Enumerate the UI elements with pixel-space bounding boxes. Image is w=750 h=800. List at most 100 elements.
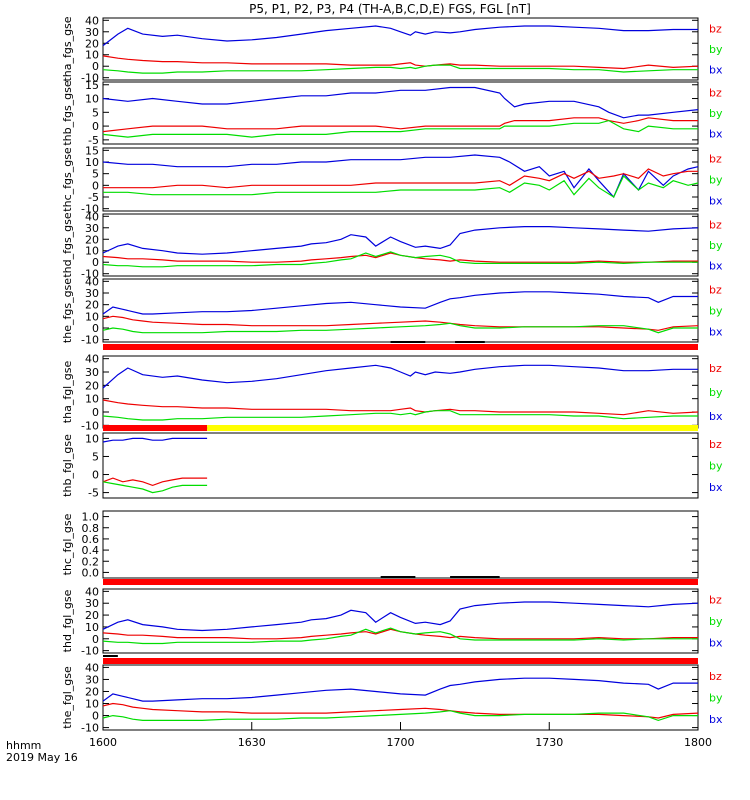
y-tick-label: 0 xyxy=(92,179,99,192)
y-tick-label: 0 xyxy=(92,469,99,482)
y-axis-label: tha_fgs_gse xyxy=(61,16,74,81)
panel-thc-fgl-gse: 0.00.20.40.60.81.0 thc_fgl_gse xyxy=(61,510,699,579)
series-line-bx xyxy=(102,291,698,315)
series-line-bz xyxy=(102,252,698,263)
legend-bz: bz xyxy=(709,670,722,683)
y-tick-label: 30 xyxy=(85,673,99,686)
series-line-by xyxy=(102,119,698,138)
y-tick-label: 0 xyxy=(92,406,99,419)
legend-by: by xyxy=(709,305,723,318)
series-line-bx xyxy=(102,154,699,199)
y-axis-label: thc_fgs_gse xyxy=(61,147,74,212)
y-axis-label: thb_fgs_gse xyxy=(61,80,74,146)
y-tick-label: 20 xyxy=(85,233,99,246)
series-line-bz xyxy=(102,117,698,133)
y-tick-label: 40 xyxy=(85,210,99,223)
status-bar-mark xyxy=(103,655,118,657)
y-tick-label: 15 xyxy=(85,144,99,157)
y-tick-label: 10 xyxy=(85,393,99,406)
y-tick-label: 1.0 xyxy=(82,511,100,524)
x-tick-label: 1800 xyxy=(684,736,712,749)
time-axis-label: hhmm xyxy=(6,739,41,752)
status-bar-segment xyxy=(103,344,698,350)
legend-by: by xyxy=(709,239,723,252)
legend-bz: bz xyxy=(709,218,722,231)
y-axis-label: thd_fgs_gse xyxy=(61,212,74,278)
series-line-by xyxy=(102,251,698,268)
x-tick-label: 1700 xyxy=(387,736,415,749)
y-tick-label: 10 xyxy=(85,156,99,169)
legend-bx: bx xyxy=(709,128,723,141)
y-tick-label: 5 xyxy=(92,168,99,181)
y-axis-label: thc_fgl_gse xyxy=(61,513,74,575)
y-tick-label: -10 xyxy=(81,268,99,281)
y-tick-label: 20 xyxy=(85,299,99,312)
y-tick-label: 0 xyxy=(92,60,99,73)
legend-bx: bx xyxy=(709,260,723,273)
legend-bz: bz xyxy=(709,284,722,297)
legend-bx: bx xyxy=(709,195,723,208)
y-tick-label: -10 xyxy=(81,722,99,735)
y-tick-label: 5 xyxy=(92,450,99,463)
series-line-by xyxy=(102,710,698,722)
y-tick-label: 20 xyxy=(85,609,99,622)
y-tick-label: 20 xyxy=(85,37,99,50)
series-line-by xyxy=(102,410,698,421)
series-line-by xyxy=(102,481,208,494)
series-line-bx xyxy=(102,86,699,119)
y-tick-label: 0 xyxy=(92,633,99,646)
y-tick-label: 20 xyxy=(85,379,99,392)
series-line-by xyxy=(102,64,698,74)
legend-bz: bz xyxy=(709,362,722,375)
y-tick-label: 10 xyxy=(85,245,99,258)
legend-by: by xyxy=(709,386,723,399)
panel-frame xyxy=(102,81,699,145)
chart-title: P5, P1, P2, P3, P4 (TH-A,B,C,D,E) FGS, F… xyxy=(249,2,531,16)
x-tick-label: 1730 xyxy=(535,736,563,749)
series-line-by xyxy=(102,322,698,334)
y-tick-label: -10 xyxy=(81,203,99,216)
y-tick-label: 10 xyxy=(85,49,99,62)
series-line-bx xyxy=(102,364,698,389)
y-tick-label: 0.0 xyxy=(82,566,100,579)
legend-by: by xyxy=(709,107,723,120)
panel-frame xyxy=(102,17,699,81)
y-tick-label: 40 xyxy=(85,353,99,366)
series-line-bx xyxy=(102,226,699,255)
y-tick-label: 15 xyxy=(85,79,99,92)
y-tick-label: -5 xyxy=(88,134,99,147)
status-bar-mark xyxy=(390,341,426,343)
y-tick-label: 10 xyxy=(85,93,99,106)
series-line-by xyxy=(102,627,698,645)
y-tick-label: 30 xyxy=(85,366,99,379)
status-bars-group xyxy=(103,341,698,664)
y-tick-label: 30 xyxy=(85,222,99,235)
date-label: 2019 May 16 xyxy=(6,751,78,764)
y-axis-label: the_fgs_gse xyxy=(61,278,74,343)
y-tick-label: 10 xyxy=(85,310,99,323)
series-line-bz xyxy=(103,168,698,189)
legend-bz: bz xyxy=(709,153,722,166)
status-bar-mark xyxy=(450,576,500,578)
status-bar-mark xyxy=(380,576,416,578)
series-line-bz xyxy=(102,399,699,416)
y-axis-label: the_fgl_gse xyxy=(61,666,74,729)
legend-bz: bz xyxy=(709,438,722,451)
legend-bx: bx xyxy=(709,64,723,77)
y-tick-label: 40 xyxy=(85,14,99,27)
x-tick-label: 1630 xyxy=(238,736,266,749)
x-tick-label: 1600 xyxy=(89,736,117,749)
y-tick-label: -10 xyxy=(81,334,99,347)
y-tick-label: 0 xyxy=(92,120,99,133)
status-bar-segment xyxy=(103,579,698,585)
panel-frame xyxy=(102,510,699,579)
y-tick-label: -10 xyxy=(81,419,99,432)
status-bar-segment xyxy=(207,425,698,431)
series-line-bx xyxy=(102,677,698,702)
panel-thb-fgl-gse: -5 0 5 10 thb_fgl_gse bz by bx xyxy=(61,432,723,499)
